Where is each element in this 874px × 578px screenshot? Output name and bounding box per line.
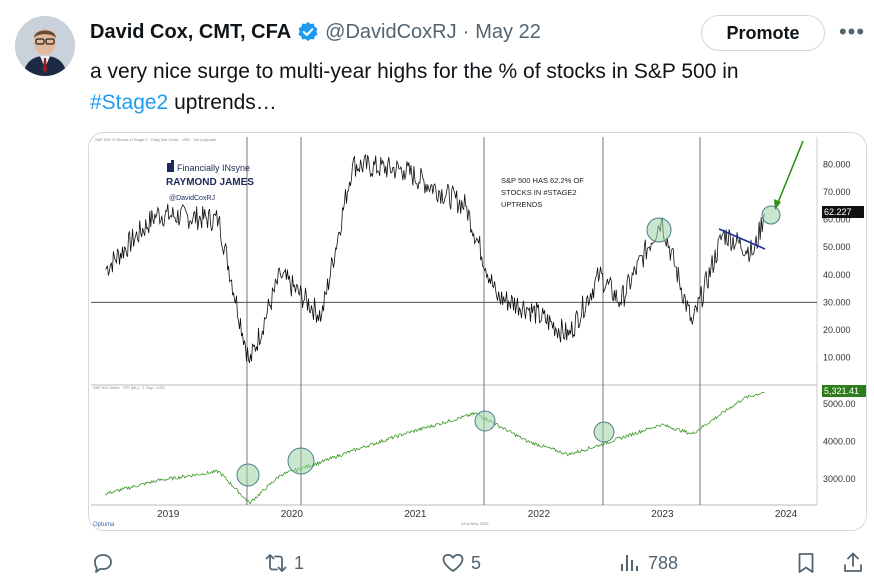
- retweet-icon: [265, 554, 287, 572]
- author-handle[interactable]: @DavidCoxRJ: [325, 20, 457, 43]
- optuma-watermark: Optuma: [93, 522, 115, 528]
- highlight-circle: [236, 463, 260, 487]
- retweet-button[interactable]: 1: [264, 548, 304, 578]
- bookmark-icon: [798, 553, 814, 573]
- sp500-index-series: [105, 391, 765, 505]
- share-icon: [844, 552, 862, 572]
- date-note: 22nd May 2024: [461, 521, 489, 526]
- action-bar: 1 5 788: [0, 548, 874, 578]
- x-axis-labels: 2019 2020 2021 2022 2023 2024: [157, 509, 797, 520]
- sp500-line: [105, 391, 765, 505]
- like-button[interactable]: 5: [441, 548, 481, 578]
- tweet-header: David Cox, CMT, CFA @DavidCoxRJ · May 22: [90, 18, 541, 46]
- top-panel-header: S&P 500 % Stocks in Stage 2 · Daily Bar …: [95, 137, 217, 142]
- tweet-text-body: a very nice surge to multi-year highs fo…: [90, 60, 739, 83]
- views-button[interactable]: 788: [618, 548, 678, 578]
- avatar[interactable]: [15, 16, 75, 76]
- retweet-count: 1: [294, 552, 305, 573]
- y-tick-label: 80.000: [823, 160, 851, 170]
- logo-line1: Financially INsyne: [177, 163, 250, 173]
- y-tick-label: 3000.00: [823, 474, 856, 484]
- tweet-date[interactable]: May 22: [475, 20, 541, 43]
- chart-image: S&P 500 % Stocks in Stage 2 · Daily Bar …: [89, 133, 866, 530]
- x-tick-label: 2023: [651, 509, 674, 520]
- verified-badge-icon[interactable]: [297, 21, 319, 43]
- separator-dot: ·: [462, 20, 470, 43]
- annotation-line-2: STOCKS IN #STAGE2: [501, 188, 577, 197]
- x-tick-label: 2019: [157, 509, 180, 520]
- views-count: 788: [648, 552, 679, 573]
- logo-handle: @DavidCoxRJ: [169, 195, 215, 202]
- downtrend-line: [718, 228, 766, 250]
- hashtag-link[interactable]: #Stage2: [90, 91, 169, 114]
- avatar-photo: [15, 16, 75, 76]
- last-value-badge-top: [822, 206, 864, 218]
- tweet-text-tail: uptrends…: [168, 91, 277, 114]
- like-count: 5: [471, 552, 482, 573]
- y-tick-label: 50.000: [823, 242, 851, 252]
- x-tick-label: 2024: [775, 509, 798, 520]
- tweet-text: a very nice surge to multi-year highs fo…: [90, 56, 850, 118]
- chart-annotation: S&P 500 HAS 62.2% OF STOCKS IN #STAGE2 U…: [501, 176, 584, 209]
- highlight-circle: [593, 421, 615, 443]
- reply-button[interactable]: [91, 548, 115, 578]
- arrow-head: [774, 199, 781, 210]
- annotation-line-3: UPTRENDS: [501, 200, 542, 209]
- author-name[interactable]: David Cox, CMT, CFA: [90, 20, 292, 43]
- highlight-circle: [646, 217, 672, 243]
- share-button[interactable]: [841, 548, 865, 578]
- financially-insyne-logo: Financially INsyne RAYMOND JAMES @DavidC…: [166, 160, 254, 202]
- arrow-shaft: [776, 140, 804, 206]
- y-tick-label: 40.000: [823, 270, 851, 280]
- tweet-media-chart[interactable]: S&P 500 % Stocks in Stage 2 · Daily Bar …: [88, 132, 867, 531]
- highlight-circle: [761, 205, 781, 225]
- bottom-panel-header: S&P 500 Index · SPI (ML) · 1 Day · USD: [93, 385, 165, 390]
- last-value-badge-bottom: [822, 385, 866, 397]
- y-tick-label: 30.000: [823, 297, 851, 307]
- heart-icon: [442, 553, 464, 572]
- highlight-circle: [287, 447, 315, 475]
- x-tick-label: 2022: [528, 509, 551, 520]
- y-tick-label: 60.000: [823, 215, 851, 225]
- top-y-axis-ticks: 80.000 70.000 60.000 50.000 40.000 30.000 20.0…: [823, 160, 851, 363]
- stage2-percent-series: [105, 153, 765, 364]
- x-tick-label: 2020: [281, 509, 304, 520]
- last-value-top: 62.227: [824, 207, 852, 217]
- last-value-bottom: 5,321.41: [824, 386, 859, 396]
- y-tick-label: 20.000: [823, 325, 851, 335]
- highlight-circle: [474, 410, 496, 432]
- y-tick-label: 10.000: [823, 352, 851, 362]
- x-tick-label: 2021: [404, 509, 427, 520]
- logo-line2: RAYMOND JAMES: [166, 177, 254, 188]
- annotation-line-1: S&P 500 HAS 62.2% OF: [501, 176, 584, 185]
- bookmark-button[interactable]: [794, 548, 818, 578]
- stage2-line: [105, 153, 765, 364]
- more-options-icon[interactable]: •••: [838, 19, 866, 44]
- y-tick-label: 4000.00: [823, 436, 856, 446]
- views-icon: [621, 555, 638, 571]
- y-tick-label: 5000.00: [823, 399, 856, 409]
- reply-icon: [94, 554, 112, 573]
- bottom-y-axis-ticks: 5000.00 4000.00 3000.00: [823, 399, 856, 484]
- y-tick-label: 70.000: [823, 187, 851, 197]
- promote-button[interactable]: Promote: [701, 15, 825, 51]
